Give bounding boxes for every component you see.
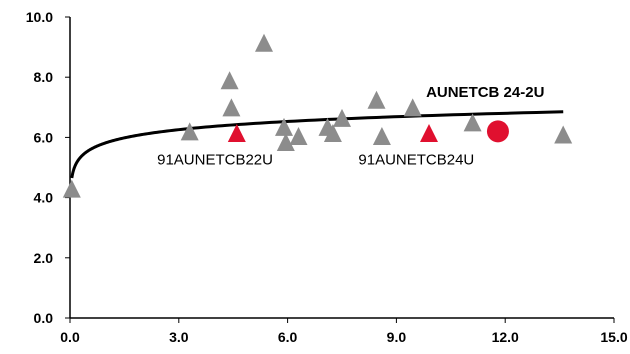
annotation-label-24u: 91AUNETCB24U bbox=[358, 151, 474, 168]
x-tick-label: 0.0 bbox=[60, 329, 80, 345]
triangle-point bbox=[403, 98, 422, 117]
triangle-point bbox=[367, 90, 386, 109]
x-tick-label: 6.0 bbox=[278, 329, 298, 345]
x-tick-label: 3.0 bbox=[169, 329, 189, 345]
triangle-point bbox=[62, 179, 81, 198]
points-layer bbox=[62, 33, 573, 198]
triangle-point bbox=[220, 71, 239, 90]
y-tick-label: 6.0 bbox=[34, 129, 54, 145]
highlight-triangle-point bbox=[420, 124, 438, 142]
x-tick-label: 15.0 bbox=[600, 329, 627, 345]
triangle-point bbox=[276, 133, 295, 151]
triangle-point bbox=[275, 117, 293, 136]
highlight-triangle-point bbox=[227, 124, 246, 142]
annotation-label-22u: 91AUNETCB22U bbox=[157, 151, 273, 168]
triangle-point bbox=[463, 113, 482, 132]
triangle-point bbox=[333, 108, 351, 127]
triangle-point bbox=[180, 122, 199, 141]
triangle-point bbox=[289, 127, 308, 145]
triangle-point bbox=[255, 33, 273, 52]
x-tick-label: 12.0 bbox=[492, 329, 519, 345]
y-tick-label: 8.0 bbox=[34, 69, 54, 85]
x-tick-label: 9.0 bbox=[387, 329, 407, 345]
trendline bbox=[70, 110, 564, 179]
axes bbox=[69, 17, 614, 319]
trendline-layer bbox=[70, 110, 564, 179]
y-tick-label: 10.0 bbox=[26, 9, 53, 25]
x-axis-ticks: 0.0 3.0 6.0 9.0 12.0 15.0 bbox=[60, 318, 628, 345]
triangle-point bbox=[222, 98, 241, 117]
triangle-point bbox=[554, 125, 573, 144]
annotation-label-trend: AUNETCB 24-2U bbox=[426, 84, 544, 101]
highlight-circle-point bbox=[486, 120, 509, 143]
annotations-layer: 91AUNETCB22U 91AUNETCB24U AUNETCB 24-2U bbox=[157, 84, 544, 169]
y-axis-ticks: 0.0 2.0 4.0 6.0 8.0 10.0 bbox=[26, 9, 70, 326]
y-tick-label: 0.0 bbox=[34, 310, 54, 326]
y-tick-label: 4.0 bbox=[34, 190, 54, 206]
triangle-point bbox=[323, 124, 342, 142]
triangle-point bbox=[372, 127, 391, 145]
y-tick-label: 2.0 bbox=[34, 250, 54, 266]
